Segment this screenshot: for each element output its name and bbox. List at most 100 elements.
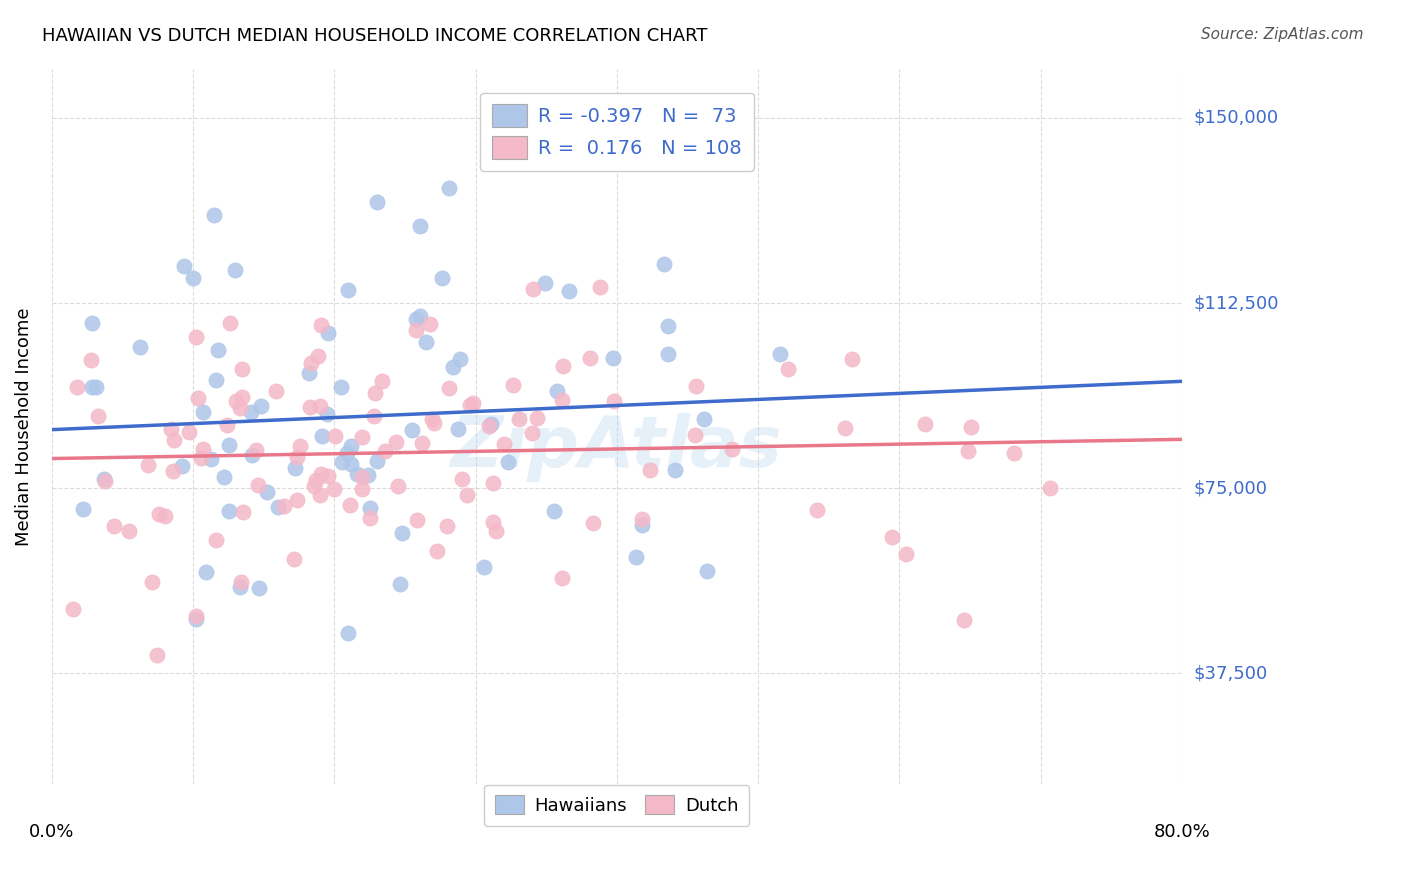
Point — [472, 559, 495, 574]
Text: 0.0%: 0.0% — [30, 823, 75, 841]
Point — [181, 270, 204, 285]
Point — [239, 404, 262, 418]
Point — [589, 280, 612, 294]
Point — [411, 435, 433, 450]
Point — [477, 419, 499, 434]
Point — [250, 400, 273, 414]
Point — [308, 349, 330, 363]
Point — [579, 351, 602, 366]
Point — [309, 318, 332, 333]
Point — [172, 458, 194, 473]
Point — [309, 467, 332, 481]
Point — [323, 483, 346, 497]
Text: HAWAIIAN VS DUTCH MEDIAN HOUSEHOLD INCOME CORRELATION CHART: HAWAIIAN VS DUTCH MEDIAN HOUSEHOLD INCOM… — [42, 27, 707, 45]
Point — [359, 511, 381, 525]
Point — [141, 574, 163, 589]
Point — [190, 450, 212, 465]
Point — [93, 475, 115, 489]
Point — [153, 509, 176, 524]
Point — [138, 458, 160, 472]
Point — [283, 551, 305, 566]
Point — [129, 340, 152, 354]
Point — [776, 362, 799, 376]
Point — [247, 478, 270, 492]
Point — [207, 343, 229, 357]
Text: Source: ZipAtlas.com: Source: ZipAtlas.com — [1201, 27, 1364, 42]
Point — [546, 384, 568, 399]
Point — [229, 580, 252, 594]
Point — [350, 469, 373, 483]
Point — [426, 544, 449, 558]
Point — [1002, 446, 1025, 460]
Point — [205, 533, 228, 548]
Point — [638, 463, 661, 477]
Point — [882, 530, 904, 544]
Point — [186, 612, 208, 626]
Point — [337, 283, 360, 297]
Point — [482, 515, 505, 529]
Point — [957, 443, 980, 458]
Point — [340, 439, 363, 453]
Point — [335, 446, 357, 460]
Point — [914, 417, 936, 431]
Point — [256, 485, 278, 500]
Point — [229, 401, 252, 416]
Point — [202, 208, 225, 222]
Point — [479, 417, 502, 431]
Point — [316, 326, 339, 341]
Point — [693, 411, 716, 425]
Point — [485, 524, 508, 538]
Point — [346, 467, 368, 481]
Point — [437, 381, 460, 395]
Point — [522, 425, 544, 440]
Point — [409, 309, 432, 323]
Point — [952, 613, 974, 627]
Point — [299, 355, 322, 369]
Point — [200, 452, 222, 467]
Point — [315, 407, 337, 421]
Point — [323, 428, 346, 442]
Point — [72, 502, 94, 516]
Point — [173, 260, 195, 274]
Point — [447, 422, 470, 436]
Text: $37,500: $37,500 — [1194, 665, 1267, 682]
Point — [526, 410, 548, 425]
Point — [186, 329, 208, 343]
Text: 80.0%: 80.0% — [1153, 823, 1211, 841]
Point — [148, 507, 170, 521]
Point — [288, 439, 311, 453]
Point — [406, 512, 429, 526]
Point — [82, 316, 104, 330]
Point — [603, 393, 626, 408]
Point — [409, 219, 432, 233]
Point — [366, 454, 388, 468]
Point — [205, 373, 228, 387]
Point — [330, 455, 353, 469]
Point — [359, 501, 381, 516]
Point — [247, 581, 270, 595]
Point — [401, 423, 423, 437]
Point — [959, 420, 981, 434]
Point — [696, 564, 718, 578]
Point — [630, 512, 652, 526]
Point — [366, 194, 388, 209]
Point — [834, 420, 856, 434]
Point — [405, 323, 427, 337]
Point — [415, 335, 437, 350]
Point — [451, 472, 474, 486]
Point — [551, 571, 574, 585]
Point — [423, 416, 446, 430]
Point — [225, 394, 247, 409]
Point — [557, 284, 579, 298]
Legend: Hawaiians, Dutch: Hawaiians, Dutch — [484, 784, 749, 825]
Point — [311, 429, 333, 443]
Point — [436, 518, 458, 533]
Point — [769, 347, 792, 361]
Point — [806, 503, 828, 517]
Point — [266, 500, 288, 515]
Point — [162, 464, 184, 478]
Point — [80, 352, 103, 367]
Point — [582, 516, 605, 530]
Point — [371, 374, 394, 388]
Point — [894, 547, 917, 561]
